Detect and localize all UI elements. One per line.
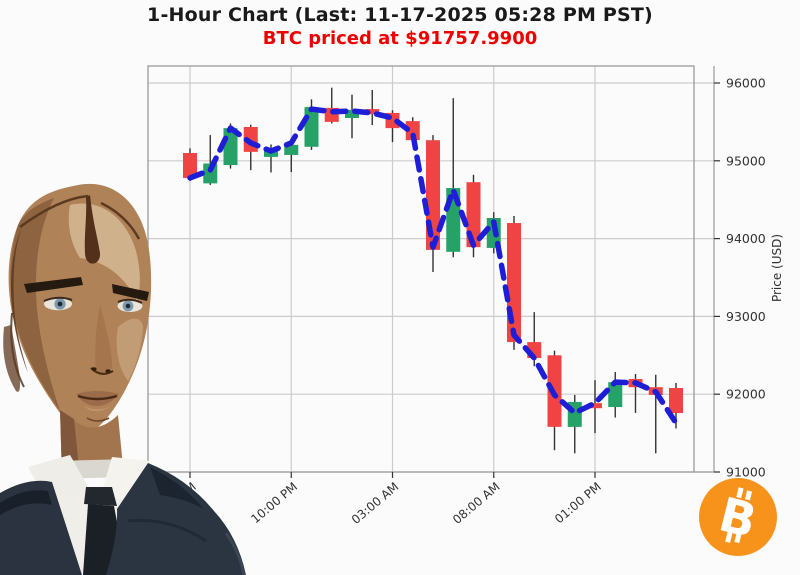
candle-down [507,223,521,343]
robot-avatar-image [0,183,246,575]
candle-up [608,382,623,408]
candle-down [588,403,602,409]
robot-tie [84,487,117,506]
candle-up [345,109,359,119]
robot-suit-right [106,463,246,575]
x-tick-label: 01:00 PM [552,480,604,527]
y-tick-label: 93000 [726,309,766,324]
y-tick-label: 94000 [726,231,766,246]
bitcoin-logo-icon: B [699,478,777,556]
candle-down [669,387,683,414]
candle-down [405,121,420,141]
robot-nose [95,305,112,376]
y-tick-label: 91000 [726,465,766,480]
robot-eyebrow-left [24,277,83,293]
y-tick-label: 95000 [726,153,766,168]
candle-down [183,153,197,178]
robot-skull-seam [84,195,101,264]
y-axis-title: Price (USD) [770,234,784,302]
moving-average-line [187,106,679,426]
x-tick-label: 08:00 AM [450,480,503,527]
candle-down [365,109,380,115]
candle-up [284,144,299,155]
price-subtitle: BTC priced at $91757.9900 [262,28,538,49]
chart-title: 1-Hour Chart (Last: 11-17-2025 05:28 PM … [147,4,653,26]
candle-up [304,107,319,147]
y-tick-label: 92000 [726,387,766,402]
y-tick-label: 96000 [726,76,766,91]
x-tick-label: 03:00 AM [349,480,402,527]
robot-eyebrow-right [112,284,149,301]
